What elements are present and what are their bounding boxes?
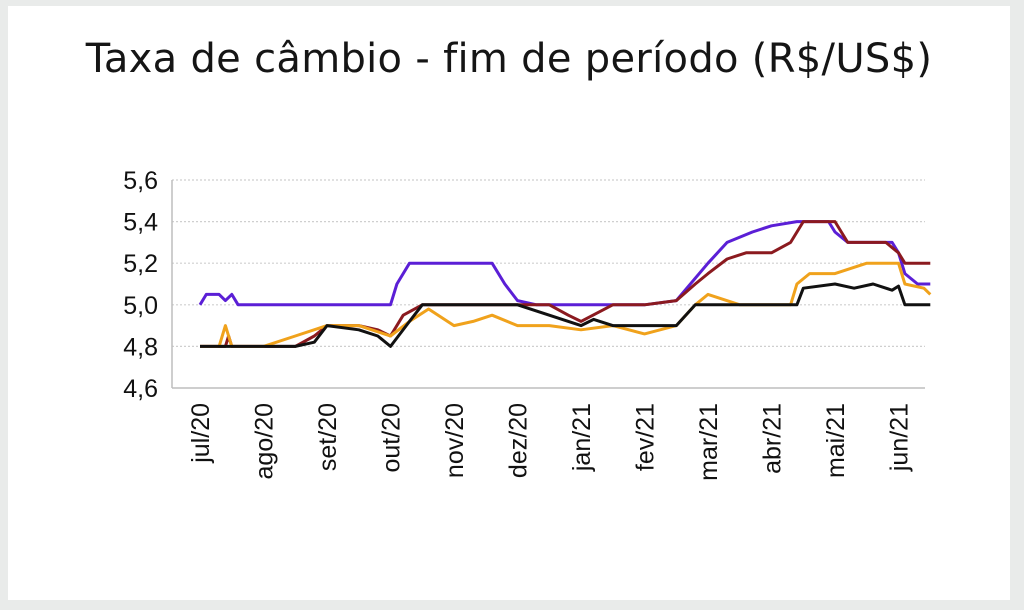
y-tick-label: 5,6 (123, 167, 158, 195)
x-tick-label: mai/21 (822, 403, 850, 478)
y-tick-label: 5,4 (123, 209, 158, 237)
x-tick-label: nov/20 (441, 403, 469, 478)
y-tick-label: 4,6 (123, 375, 158, 403)
x-tick-label: out/20 (378, 403, 406, 473)
series-line-3 (200, 261, 932, 348)
x-tick-label: set/20 (314, 403, 342, 471)
x-tick-label: jul/20 (187, 403, 215, 464)
x-tick-label: fev/21 (632, 403, 660, 471)
x-tick-label: jun/21 (886, 403, 914, 472)
y-tick-label: 4,8 (123, 333, 158, 361)
x-tick-label: ago/20 (251, 403, 279, 479)
chart-title: Taxa de câmbio - fim de período (R$/US$) (85, 36, 933, 82)
x-tick-label: jan/21 (568, 403, 596, 472)
x-tick-label: dez/20 (505, 403, 533, 478)
chart-card: Taxa de câmbio - fim de período (R$/US$) (8, 6, 1010, 600)
series-line-4 (200, 282, 931, 348)
x-tick-label: mar/21 (695, 403, 723, 481)
x-tick-label: abr/21 (759, 403, 787, 474)
y-tick-label: 5,0 (123, 292, 158, 320)
series-line-2 (200, 220, 931, 348)
y-tick-label: 5,2 (123, 250, 158, 278)
